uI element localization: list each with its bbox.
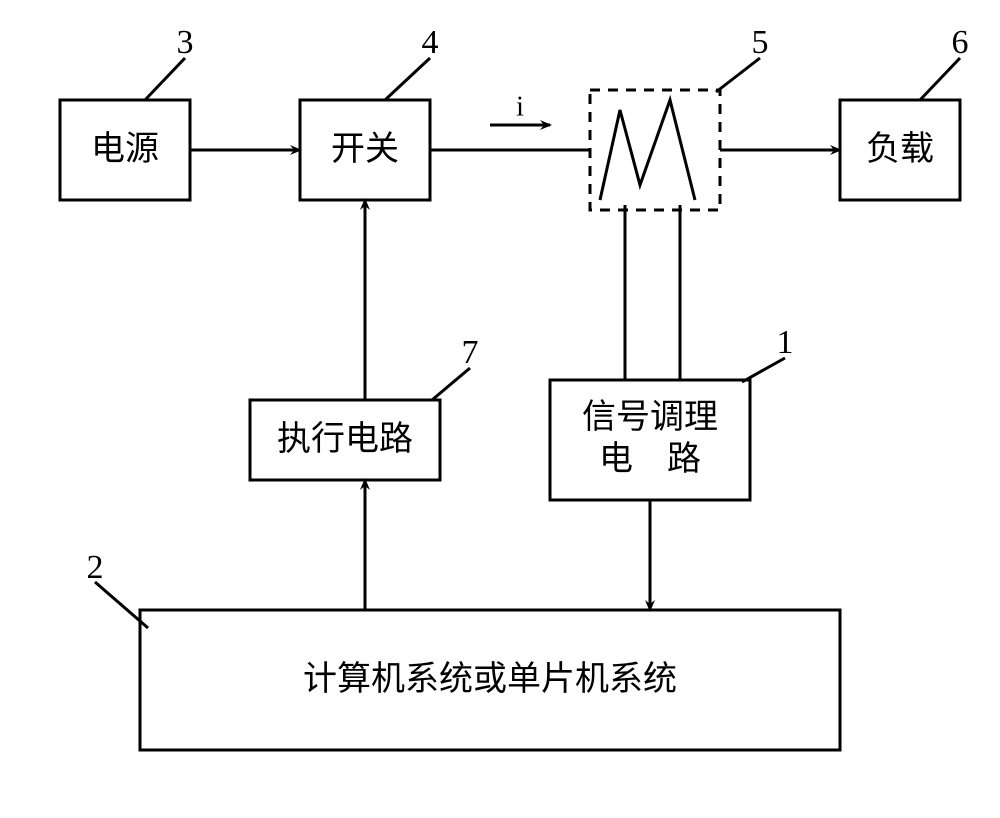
switch-label: 开关 <box>331 131 399 168</box>
callout-1: 1 <box>777 324 794 361</box>
lead-2 <box>95 582 148 628</box>
callout-5: 5 <box>752 24 769 61</box>
current-label: i <box>516 91 524 122</box>
exec-label: 执行电路 <box>277 420 413 458</box>
cond-label2: 电 路 <box>599 440 701 478</box>
lead-6 <box>920 58 960 100</box>
lead-5 <box>716 58 760 92</box>
callout-3: 3 <box>177 24 194 61</box>
cpu-label: 计算机系统或单片机系统 <box>303 660 677 698</box>
lead-3 <box>145 58 185 100</box>
callout-7: 7 <box>462 334 479 371</box>
lead-7 <box>432 368 470 400</box>
callout-2: 2 <box>87 549 104 586</box>
lead-1 <box>742 358 785 382</box>
cond-label1: 信号调理 <box>582 398 718 436</box>
callout-4: 4 <box>422 24 439 61</box>
load-label: 负载 <box>866 130 934 168</box>
lead-4 <box>385 58 430 100</box>
sensor-box <box>590 90 720 210</box>
sensor-waveform <box>600 100 695 200</box>
power-label: 电源 <box>91 130 159 168</box>
callout-6: 6 <box>952 24 969 61</box>
